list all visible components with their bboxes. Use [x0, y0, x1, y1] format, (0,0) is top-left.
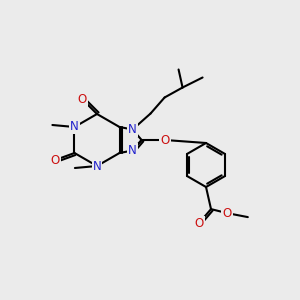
Text: N: N	[128, 144, 137, 157]
Text: O: O	[50, 154, 60, 166]
Text: N: N	[70, 121, 79, 134]
Text: N: N	[128, 123, 137, 136]
Text: O: O	[222, 207, 232, 220]
Text: O: O	[78, 93, 87, 106]
Text: O: O	[194, 217, 204, 230]
Text: N: N	[93, 160, 101, 172]
Text: O: O	[160, 134, 169, 146]
